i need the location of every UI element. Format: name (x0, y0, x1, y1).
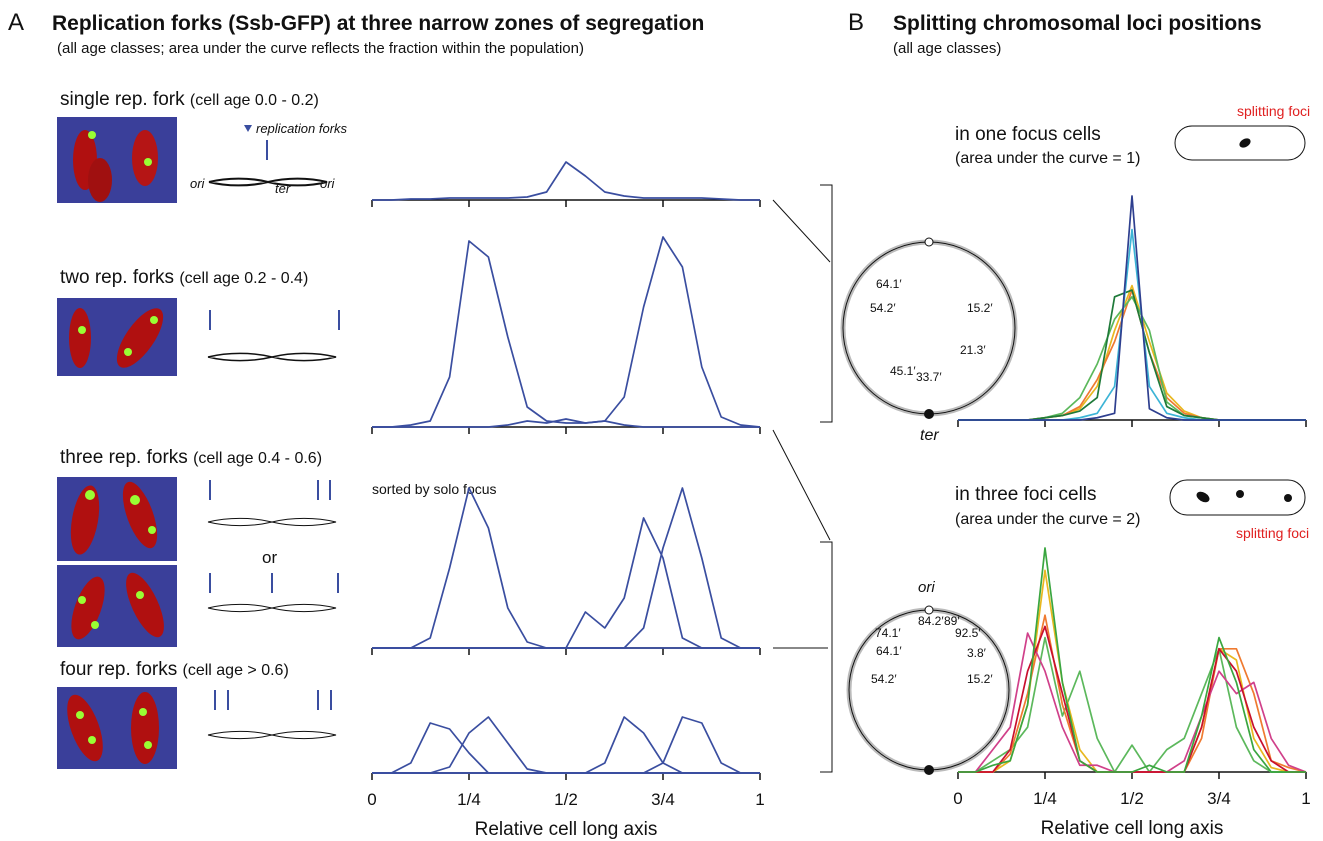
x-tick-label: 0 (953, 789, 962, 808)
or-label: or (262, 548, 277, 567)
x-tick-label: 1 (1301, 789, 1310, 808)
row-age: (cell age > 0.6) (183, 662, 289, 679)
locus-label: 54.2′ (870, 301, 896, 315)
locus-label: 74.1′ (875, 626, 901, 640)
series-line (372, 716, 760, 774)
locus-label: 15.2′ (967, 301, 993, 315)
x-tick-label: 1/4 (1033, 789, 1057, 808)
locus-label: 89′ (944, 614, 960, 628)
row-label: single rep. fork (cell age 0.0 - 0.2) (60, 89, 319, 110)
locus-label: 45.1′ (890, 364, 916, 378)
panel-letter: B (848, 9, 864, 36)
connectors (772, 184, 833, 773)
series-line (372, 161, 760, 201)
focus (1196, 491, 1210, 503)
micrographs (57, 117, 177, 769)
sub-subtitle: (area under the curve = 1) (955, 150, 1140, 167)
sub-title: in three foci cells (955, 484, 1097, 505)
foci-label: splitting foci (1236, 525, 1309, 541)
cell-outline (1169, 479, 1306, 516)
locus-label: ter (920, 427, 939, 444)
diagram-label: ter (275, 181, 291, 196)
series-line (372, 722, 760, 774)
legend-marker (244, 125, 252, 132)
panel-subtitle: (all age classes; area under the curve r… (57, 40, 584, 57)
chromosome-map (840, 239, 1018, 417)
locus-label: ori (918, 579, 935, 596)
x-tick-label: 1/2 (1120, 789, 1144, 808)
series-line (372, 236, 761, 428)
locus-label: 3.8′ (967, 646, 987, 660)
legend-label: replication forks (256, 121, 348, 136)
series-line (372, 418, 760, 428)
series-line (372, 517, 760, 649)
row-age: (cell age 0.4 - 0.6) (193, 450, 322, 467)
row-name: three rep. forks (60, 447, 188, 468)
sub-subtitle: (area under the curve = 2) (955, 511, 1140, 528)
locus-label: 33.7′ (916, 370, 942, 384)
focus (1239, 138, 1251, 148)
series-line (958, 547, 1306, 773)
ter-marker (924, 765, 934, 775)
series-line (372, 716, 760, 774)
series-line (958, 195, 1306, 421)
row-label: two rep. forks (cell age 0.2 - 0.4) (60, 267, 308, 288)
row-label: three rep. forks (cell age 0.4 - 0.6) (60, 447, 322, 468)
diagram-label: ori (190, 176, 206, 191)
foci-label: splitting foci (1237, 103, 1310, 119)
ori-marker (924, 237, 934, 247)
row-name: two rep. forks (60, 267, 174, 288)
row-name: four rep. forks (60, 659, 177, 680)
locus-label: 84.2′ (918, 614, 944, 628)
locus-label: 15.2′ (967, 672, 993, 686)
x-tick-label: 3/4 (651, 790, 675, 809)
diagram-label: ori (320, 176, 336, 191)
series-line (372, 487, 760, 649)
x-tick-label: 0 (367, 790, 376, 809)
panel-title: Replication forks (Ssb-GFP) at three nar… (52, 12, 704, 35)
panel-subtitle: (all age classes) (893, 40, 1001, 57)
sub-title: in one focus cells (955, 124, 1101, 145)
panel-title: Splitting chromosomal loci positions (893, 12, 1262, 35)
x-axis-label: Relative cell long axis (1041, 818, 1224, 839)
series-line (372, 716, 760, 774)
panel-letter: A (8, 9, 24, 36)
ter-marker (924, 409, 934, 419)
fork-arrows (209, 140, 340, 710)
locus-label: 92.5′ (955, 626, 981, 640)
ori-marker (924, 605, 934, 615)
x-tick-label: 3/4 (1207, 789, 1231, 808)
series-line (372, 487, 760, 649)
row-name: single rep. fork (60, 89, 185, 110)
row-age: (cell age 0.2 - 0.4) (179, 270, 308, 287)
fork-diagrams (207, 177, 337, 740)
row-label: four rep. forks (cell age > 0.6) (60, 659, 289, 680)
locus-label: 64.1′ (876, 644, 902, 658)
note: sorted by solo focus (372, 481, 497, 497)
chromosome-map (846, 607, 1012, 773)
focus (1236, 490, 1244, 498)
x-tick-label: 1/4 (457, 790, 481, 809)
row-age: (cell age 0.0 - 0.2) (190, 92, 319, 109)
x-tick-label: 1 (755, 790, 764, 809)
locus-label: 64.1′ (876, 277, 902, 291)
x-tick-label: 1/2 (554, 790, 578, 809)
locus-label: 21.3′ (960, 343, 986, 357)
locus-label: 54.2′ (871, 672, 897, 686)
x-axis-label: Relative cell long axis (475, 819, 658, 840)
series-line (958, 569, 1306, 773)
focus (1284, 494, 1292, 502)
series-line (958, 228, 1306, 421)
cell-outline (1174, 125, 1306, 161)
